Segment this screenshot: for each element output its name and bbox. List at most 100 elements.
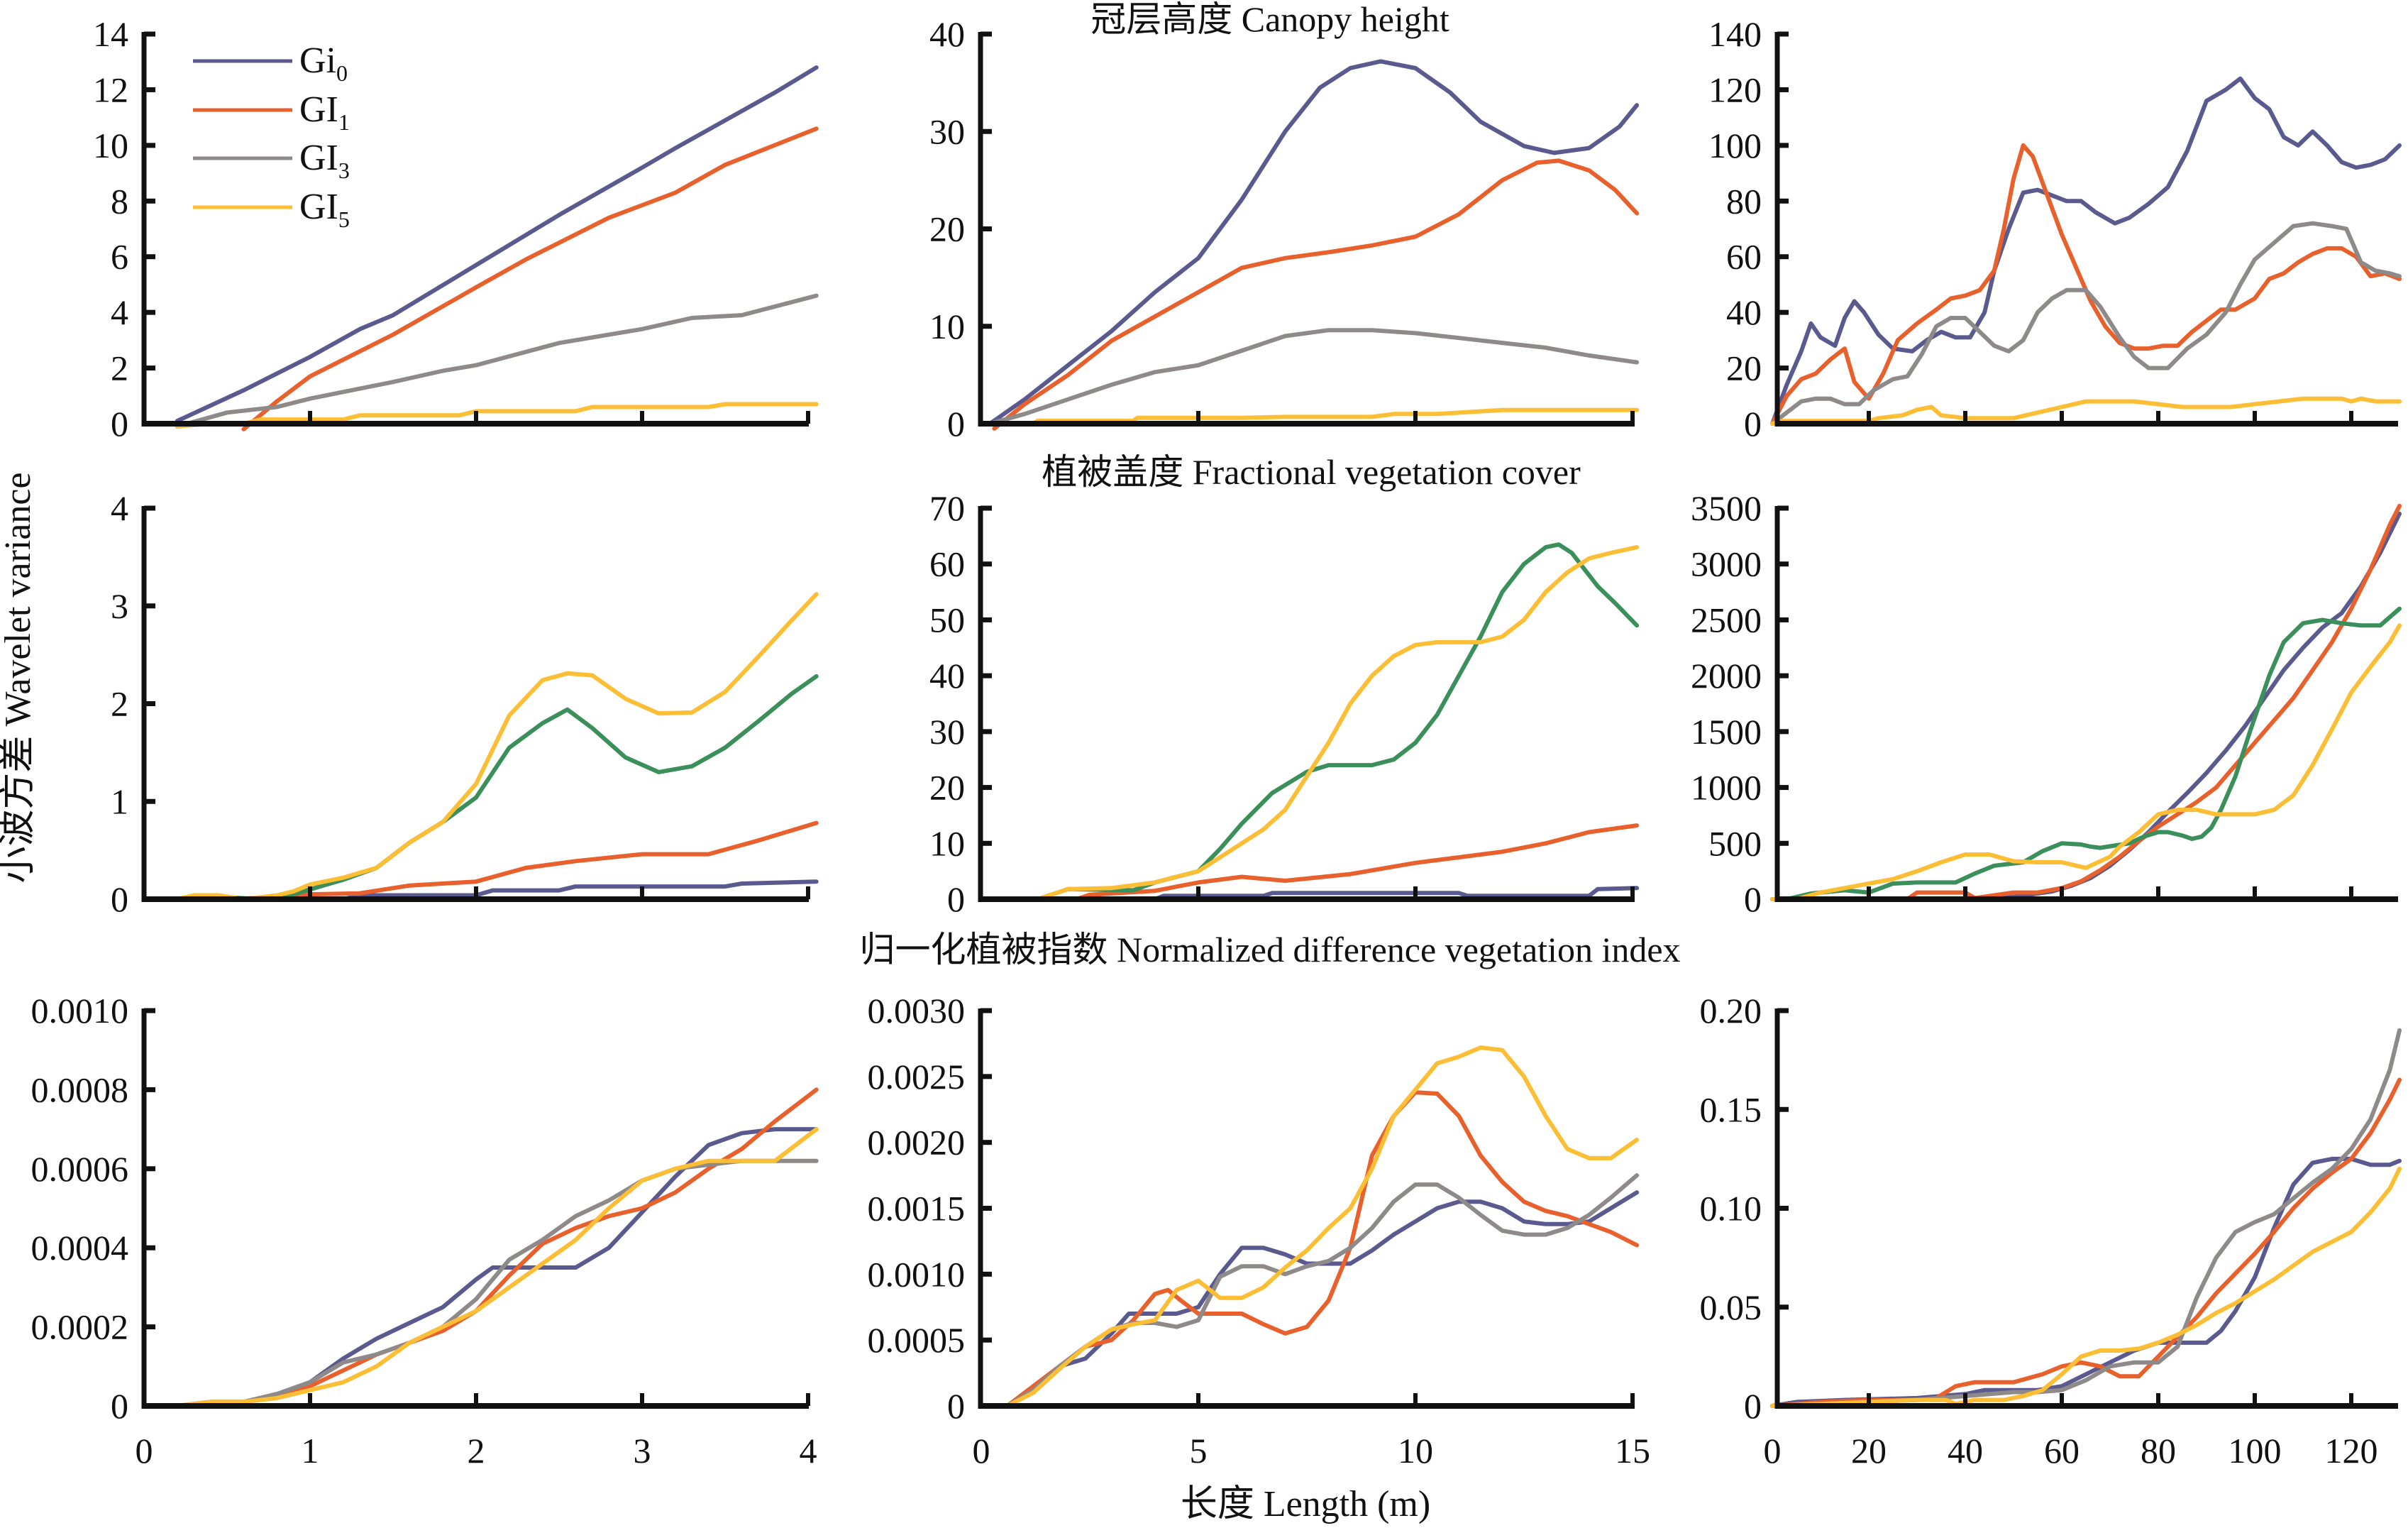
series-line-gi5-fvc-small <box>175 592 819 901</box>
panel-ndvi-medium: 0 0.0005 0.0010 0.0015 0.0020 0.0025 0.0030 0 5 1… <box>868 991 1651 1471</box>
series-line-gi3-ndvi-large <box>1770 1028 2402 1408</box>
series-line-gi0-ndvi-medium <box>988 1190 1640 1408</box>
legend-label-gi0: Gi <box>299 40 336 81</box>
y-tick-label-ndvi-small: 0.0008 <box>31 1070 129 1109</box>
x-tick-label-ndvi-small: 2 <box>468 1431 485 1471</box>
y-tick-label-ndvi-medium: 0.0030 <box>868 991 966 1030</box>
x-tick-label-ndvi-large: 40 <box>1948 1431 1983 1471</box>
y-tick-label-canopy-small: 12 <box>93 70 128 109</box>
x-tick-label-ndvi-small: 1 <box>302 1431 319 1471</box>
y-tick-label-fvc-large: 1000 <box>1691 768 1762 808</box>
y-tick-label-fvc-large: 3500 <box>1691 488 1762 528</box>
y-tick-label-fvc-medium: 60 <box>929 544 965 584</box>
y-tick-label-canopy-medium: 0 <box>947 404 965 444</box>
y-tick-label-fvc-small: 2 <box>111 684 128 724</box>
x-tick-label-ndvi-medium: 5 <box>1190 1431 1208 1471</box>
y-tick-label-canopy-large: 0 <box>1744 404 1762 444</box>
series-group-canopy-small <box>175 65 819 432</box>
series-group-fvc-large <box>1770 503 2402 901</box>
series-line-gi5-fvc-medium <box>992 545 1640 901</box>
series-line-gi3-canopy-small <box>175 293 819 429</box>
y-tick-label-canopy-small: 10 <box>93 126 128 165</box>
series-line-gi5-canopy-large <box>1770 396 2402 426</box>
y-tick-label-fvc-medium: 70 <box>929 488 965 528</box>
y-tick-label-canopy-large: 20 <box>1726 348 1762 388</box>
row-title-fractional-vegetation-cover: 植被盖度 Fractional vegetation cover <box>1042 452 1581 492</box>
series-line-gi0-canopy-large <box>1770 76 2402 426</box>
series-line-gi3-ndvi-small <box>175 1158 819 1408</box>
row-title-ndvi: 归一化植被指数 Normalized difference vegetation… <box>859 930 1680 969</box>
y-tick-label-ndvi-small: 0.0004 <box>31 1228 129 1268</box>
panel-ndvi-large: 0 0.05 0.10 0.15 0.20 0 20 40 60 80 100 120 <box>1700 991 2402 1471</box>
y-tick-label-fvc-large: 2000 <box>1691 656 1762 696</box>
x-tick-label-ndvi-large: 100 <box>2228 1431 2282 1471</box>
y-tick-label-canopy-medium: 20 <box>929 209 965 249</box>
legend-item-gi0: Gi0 <box>193 40 348 86</box>
y-tick-label-fvc-medium: 30 <box>929 712 965 752</box>
svg-text:GI5: GI5 <box>299 187 350 232</box>
x-tick-label-ndvi-small: 3 <box>634 1431 651 1471</box>
svg-text:Gi0: Gi0 <box>299 40 348 86</box>
y-axis-title: 小波方差 Wavelet variance <box>0 472 38 883</box>
y-tick-label-fvc-small: 4 <box>111 488 128 528</box>
y-tick-label-fvc-medium: 10 <box>929 823 965 863</box>
series-line-gi1-ndvi-large <box>1770 1077 2402 1408</box>
x-tick-label-ndvi-large: 120 <box>2325 1431 2378 1471</box>
y-tick-label-canopy-small: 8 <box>111 181 128 221</box>
series-line-gi5-ndvi-small <box>175 1127 819 1408</box>
y-tick-label-canopy-small: 2 <box>111 348 128 388</box>
y-tick-label-ndvi-large: 0.15 <box>1700 1089 1762 1129</box>
panel-fvc-medium: 0 10 20 30 40 50 60 70 <box>929 488 1640 919</box>
series-line-gi1-canopy-medium <box>992 158 1640 431</box>
series-group-fvc-medium <box>992 542 1640 901</box>
series-group-canopy-large <box>1770 76 2402 426</box>
y-tick-label-canopy-large: 100 <box>1708 126 1762 165</box>
legend-subscript-gi3: 3 <box>338 158 350 183</box>
y-tick-label-ndvi-medium: 0.0010 <box>868 1254 966 1294</box>
series-line-gi1-ndvi-medium <box>988 1090 1640 1408</box>
legend-item-gi1: GI1 <box>193 89 350 135</box>
x-tick-label-ndvi-medium: 0 <box>973 1431 990 1471</box>
y-tick-label-ndvi-small: 0.0010 <box>31 991 129 1030</box>
y-tick-label-canopy-small: 6 <box>111 237 128 277</box>
legend-subscript-gi5: 5 <box>338 207 350 232</box>
y-tick-label-canopy-small: 0 <box>111 404 128 444</box>
x-tick-label-ndvi-large: 80 <box>2141 1431 2176 1471</box>
y-tick-label-canopy-large: 60 <box>1726 237 1762 277</box>
y-tick-label-fvc-small: 3 <box>111 586 128 626</box>
series-line-gi1-canopy-small <box>241 126 819 432</box>
y-tick-label-fvc-medium: 50 <box>929 600 965 639</box>
series-line-gi5-ndvi-large <box>1770 1166 2402 1408</box>
legend-item-gi5: GI5 <box>193 187 350 232</box>
series-line-gi5-canopy-medium <box>988 407 1640 426</box>
x-tick-label-ndvi-large: 20 <box>1851 1431 1887 1471</box>
y-tick-label-canopy-small: 14 <box>93 14 128 54</box>
series-group-ndvi-large <box>1770 1028 2402 1408</box>
svg-text:GI3: GI3 <box>299 138 350 183</box>
series-line-gi3-fvc-small <box>175 674 819 901</box>
y-tick-label-ndvi-small: 0.0002 <box>31 1307 129 1347</box>
y-tick-label-fvc-medium: 40 <box>929 656 965 696</box>
series-line-gi3-fvc-large <box>1770 606 2402 901</box>
series-line-gi1-fvc-large <box>1770 503 2402 901</box>
row-title-canopy-height: 冠层高度 Canopy height <box>1090 0 1449 39</box>
y-tick-label-canopy-medium: 40 <box>929 14 965 54</box>
panel-fvc-large: 0 500 1000 1500 2000 2500 3000 3500 <box>1691 488 2402 919</box>
panel-fvc-small: 0 1 2 3 4 <box>111 488 819 919</box>
legend-subscript-gi1: 1 <box>338 109 350 135</box>
y-tick-label-canopy-medium: 30 <box>929 111 965 151</box>
series-line-gi0-fvc-large <box>1770 511 2402 901</box>
y-tick-label-canopy-large: 40 <box>1726 292 1762 332</box>
y-tick-label-ndvi-medium: 0.0025 <box>868 1057 966 1096</box>
y-tick-label-fvc-large: 2500 <box>1691 600 1762 639</box>
panel-ndvi-small: 0 0.0002 0.0004 0.0006 0.0008 0.0010 0 1 2 3 4 <box>31 991 819 1471</box>
y-tick-label-ndvi-large: 0.20 <box>1700 991 1762 1030</box>
series-group-ndvi-medium <box>988 1045 1640 1408</box>
series-line-gi1-ndvi-small <box>175 1087 819 1408</box>
y-tick-label-ndvi-large: 0.10 <box>1700 1189 1762 1229</box>
panels-group: 0246810121401020304002040608010012014001… <box>31 14 2402 1471</box>
series-line-gi0-canopy-small <box>175 65 819 424</box>
x-tick-label-ndvi-large: 60 <box>2044 1431 2080 1471</box>
